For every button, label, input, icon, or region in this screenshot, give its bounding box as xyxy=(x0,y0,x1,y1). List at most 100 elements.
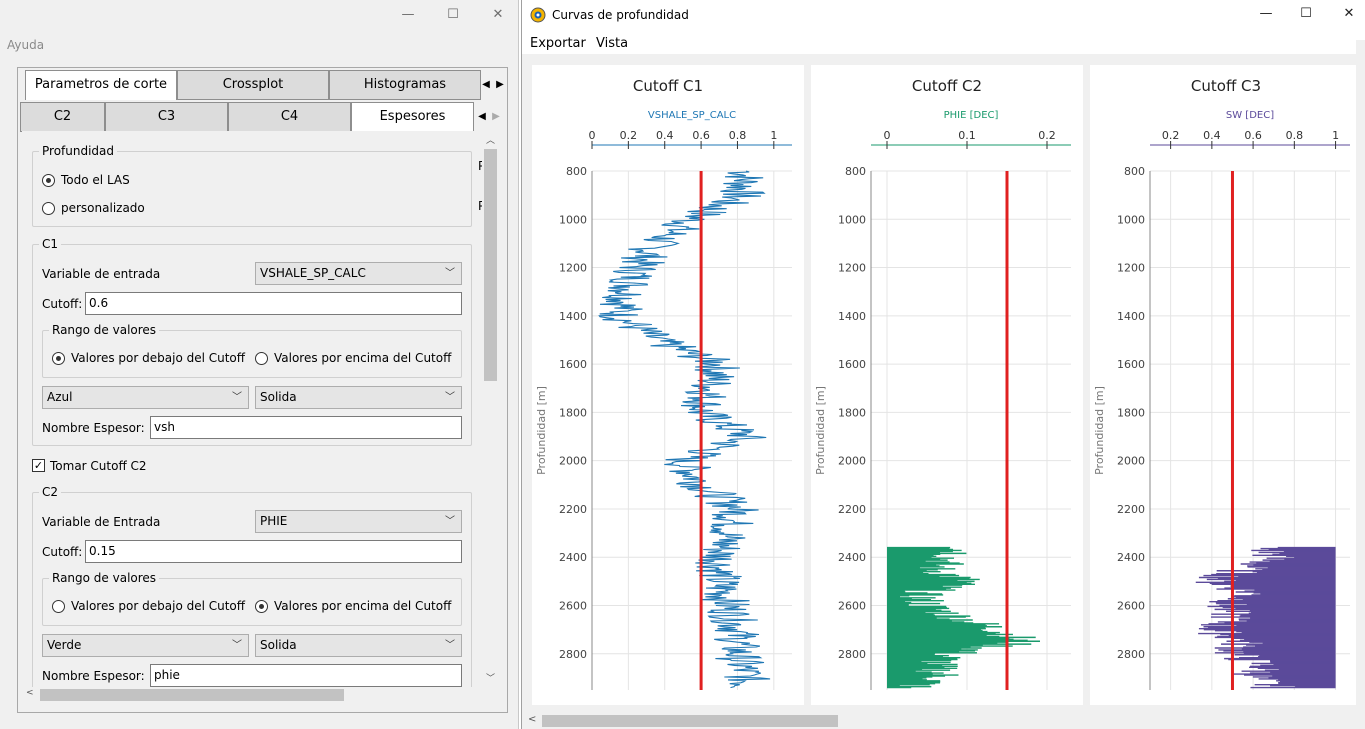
profundidad-title: Profundidad xyxy=(39,144,118,158)
tab-scroll-right-icon[interactable]: ▶ xyxy=(496,79,504,90)
maximize-button[interactable]: ☐ xyxy=(447,7,459,22)
c2-name-input[interactable]: phie xyxy=(150,664,462,687)
y-tick-label: 1600 xyxy=(559,358,587,371)
y-tick-label: 2800 xyxy=(1117,648,1145,661)
scroll-down-icon[interactable]: ﹀ xyxy=(486,674,496,684)
c2-color-select[interactable]: Verde ﹀ xyxy=(42,634,249,657)
scroll-left-icon[interactable]: < xyxy=(26,688,34,698)
c1-title: C1 xyxy=(39,237,62,251)
subtab-scroll-right-icon[interactable]: ▶ xyxy=(492,111,500,122)
menu-exportar[interactable]: Exportar xyxy=(530,36,586,51)
y-tick-label: 1400 xyxy=(838,310,866,323)
x-tick-label: 0 xyxy=(884,129,891,142)
subtab-c4[interactable]: C4 xyxy=(228,102,351,132)
x-tick-label: 0.4 xyxy=(1203,129,1221,142)
subtab-espesores[interactable]: Espesores xyxy=(351,102,474,132)
y-tick-label: 1000 xyxy=(559,213,587,226)
y-tick-label: 1200 xyxy=(559,262,587,275)
x-tick-label: 0 xyxy=(589,129,596,142)
scroll-left-icon[interactable]: < xyxy=(528,714,537,725)
c1-radio-below[interactable] xyxy=(52,352,65,365)
menu-help[interactable]: Ayuda xyxy=(7,38,45,52)
x-axis-label: SW [DEC] xyxy=(1226,110,1274,121)
c1-cutoff-input[interactable]: 0.6 xyxy=(85,292,462,315)
y-tick-label: 800 xyxy=(845,165,866,178)
c2-line-style-select[interactable]: Solida ﹀ xyxy=(255,634,462,657)
radio-todo-el-las[interactable] xyxy=(42,174,55,187)
c1-radio-above[interactable] xyxy=(255,352,268,365)
scrollbar-thumb[interactable] xyxy=(484,149,497,381)
minimize-button[interactable]: — xyxy=(401,7,415,22)
plots-horizontal-scrollbar[interactable]: < xyxy=(522,713,1365,729)
x-tick-label: 0.2 xyxy=(1162,129,1180,142)
depth-curves-window: Curvas de profundidad — ☐ ✕ Exportar Vis… xyxy=(521,0,1365,729)
chevron-down-icon: ﹀ xyxy=(445,392,455,403)
chevron-down-icon: ﹀ xyxy=(232,392,242,403)
vertical-scrollbar[interactable]: ︿ ﹀ xyxy=(482,131,499,687)
tab-parametros-de-corte[interactable]: Parametros de corte xyxy=(25,70,177,100)
y-tick-label: 2200 xyxy=(559,503,587,516)
chevron-down-icon: ﹀ xyxy=(232,640,242,651)
window-title: Curvas de profundidad xyxy=(552,8,689,22)
tab-crossplot[interactable]: Crossplot xyxy=(177,70,329,100)
y-tick-label: 1800 xyxy=(559,406,587,419)
c1-line-style-value: Solida xyxy=(260,390,297,404)
plots-vertical-scrollbar[interactable] xyxy=(1356,40,1365,713)
x-tick-label: 1 xyxy=(1332,129,1339,142)
curve-group xyxy=(1195,546,1336,689)
c2-cutoff-label: Cutoff: xyxy=(42,545,83,559)
y-tick-label: 1000 xyxy=(838,213,866,226)
c2-radio-above[interactable] xyxy=(255,600,268,613)
tab-histogramas[interactable]: Histogramas xyxy=(329,70,481,100)
minimize-button[interactable]: — xyxy=(1259,6,1273,21)
plots-hscrollbar-thumb[interactable] xyxy=(542,715,838,727)
close-button[interactable]: ✕ xyxy=(492,7,504,22)
y-tick-label: 1800 xyxy=(838,406,866,419)
subtab-c2[interactable]: C2 xyxy=(20,102,105,132)
y-tick-label: 1400 xyxy=(559,310,587,323)
c2-variable-value: PHIE xyxy=(260,514,288,528)
c2-group xyxy=(32,492,472,687)
x-tick-label: 1 xyxy=(770,129,777,142)
chevron-down-icon: ﹀ xyxy=(445,640,455,651)
c1-color-select[interactable]: Azul ﹀ xyxy=(42,386,249,409)
x-tick-label: 0.6 xyxy=(1244,129,1262,142)
scroll-up-icon[interactable]: ︿ xyxy=(486,136,496,146)
c1-variable-label: Variable de entrada xyxy=(42,267,161,281)
c1-name-input[interactable]: vsh xyxy=(150,416,462,439)
y-tick-label: 1600 xyxy=(838,358,866,371)
y-tick-label: 2800 xyxy=(559,648,587,661)
c1-variable-select[interactable]: VSHALE_SP_CALC ﹀ xyxy=(255,262,462,285)
y-tick-label: 2800 xyxy=(838,648,866,661)
y-tick-label: 1600 xyxy=(1117,358,1145,371)
hscrollbar-thumb[interactable] xyxy=(40,689,344,701)
subtab-c3[interactable]: C3 xyxy=(105,102,228,132)
take-c2-checkbox[interactable]: ✓ xyxy=(32,459,45,472)
parameters-window: — ☐ ✕ Ayuda Parametros de corte Crossplo… xyxy=(0,0,519,729)
tab-scroll-left-icon[interactable]: ◀ xyxy=(482,79,490,90)
c2-cutoff-input[interactable]: 0.15 xyxy=(85,540,462,563)
x-axis-label: PHIE [DEC] xyxy=(944,110,999,121)
plot-card-c3: Cutoff C3 SW [DEC] 0.2 0.4 0.6 0.8 1 800 1000 12… xyxy=(1090,65,1362,705)
x-tick-label: 0.4 xyxy=(656,129,674,142)
menu-vista[interactable]: Vista xyxy=(596,36,629,51)
c1-range-group xyxy=(42,330,462,378)
c2-variable-select[interactable]: PHIE ﹀ xyxy=(255,510,462,533)
y-tick-label: 2400 xyxy=(838,551,866,564)
x-tick-label: 0.8 xyxy=(729,129,747,142)
subtab-scroll-left-icon[interactable]: ◀ xyxy=(478,111,486,122)
c2-radio-below[interactable] xyxy=(52,600,65,613)
y-tick-label: 2000 xyxy=(1117,455,1145,468)
c1-variable-value: VSHALE_SP_CALC xyxy=(260,266,366,280)
y-tick-label: 1800 xyxy=(1117,406,1145,419)
radio-personalizado[interactable] xyxy=(42,202,55,215)
y-axis-label: Profundidad [m] xyxy=(814,386,827,475)
maximize-button[interactable]: ☐ xyxy=(1300,6,1312,21)
close-button[interactable]: ✕ xyxy=(1343,6,1355,21)
plot-svg-c2: PHIE [DEC] 0 0.1 0.2 800 1000 1200 1400 1600 1800… xyxy=(814,110,1071,690)
x-tick-label: 0.8 xyxy=(1286,129,1304,142)
plot-card-c2: Cutoff C2 PHIE [DEC] 0 0.1 0.2 800 1000 1200 14… xyxy=(811,65,1083,705)
c1-line-style-select[interactable]: Solida ﹀ xyxy=(255,386,462,409)
horizontal-scrollbar[interactable]: < xyxy=(22,687,482,703)
